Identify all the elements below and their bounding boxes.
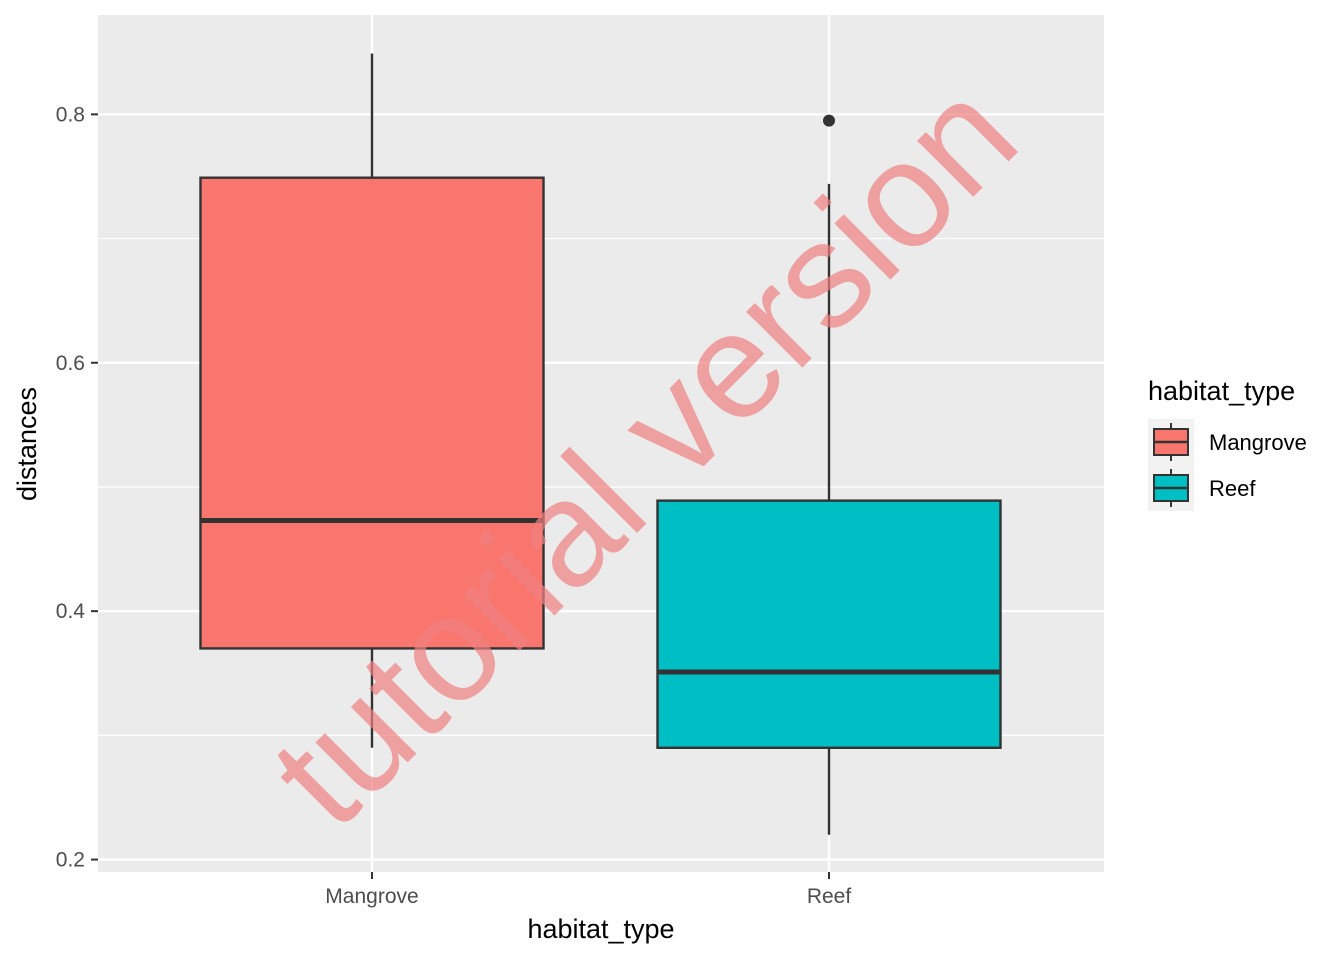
legend-label: Reef [1209, 476, 1256, 501]
y-tick-label: 0.2 [56, 849, 85, 872]
outlier-point [823, 114, 835, 127]
boxes [199, 53, 1002, 835]
x-axis-title: habitat_type [527, 914, 674, 944]
y-axis: 0.2 0.4 0.6 0.8 [56, 103, 98, 872]
legend: habitat_type Mangrove Reef [1148, 376, 1307, 511]
y-tick-label: 0.8 [56, 103, 85, 126]
x-tick-label: Reef [807, 885, 852, 908]
x-tick-label: Mangrove [325, 885, 418, 908]
box-iqr [656, 499, 1002, 749]
box-mangrove [199, 53, 545, 748]
legend-title: habitat_type [1148, 376, 1295, 406]
y-axis-title: distances [12, 387, 42, 501]
y-tick-label: 0.6 [56, 352, 85, 375]
legend-label: Mangrove [1209, 430, 1307, 455]
legend-keys: Mangrove Reef [1148, 419, 1307, 511]
box-reef [656, 114, 1002, 835]
legend-key-mangrove: Mangrove [1148, 419, 1307, 465]
box-iqr [199, 176, 545, 650]
y-tick-label: 0.4 [56, 600, 86, 623]
legend-key-reef: Reef [1148, 465, 1256, 511]
x-axis: Mangrove Reef [325, 872, 851, 908]
